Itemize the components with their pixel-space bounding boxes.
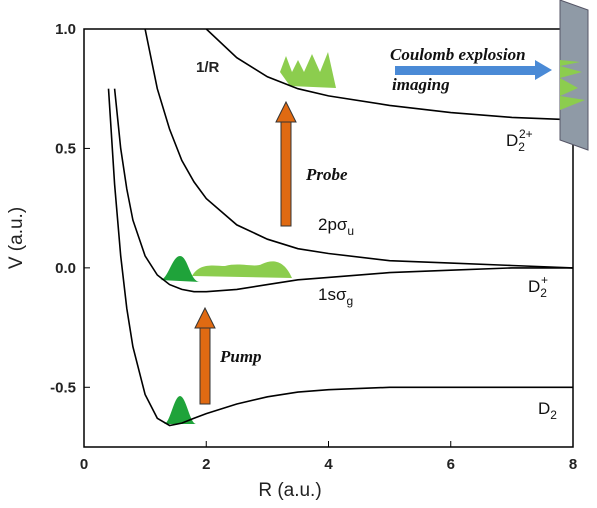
curve-label: D22+ <box>506 127 533 154</box>
curve-label-text: D <box>506 131 518 150</box>
curve <box>113 88 573 293</box>
pump-arrow <box>199 327 211 405</box>
curve-label-sup: 2+ <box>519 127 533 141</box>
curve-label: D2 <box>538 399 557 422</box>
probe-label: Probe <box>305 165 348 184</box>
curve <box>107 88 573 427</box>
pump-label: Pump <box>219 347 262 366</box>
curve-label-sub: g <box>346 294 353 308</box>
x-axis-label: R (a.u.) <box>258 480 321 501</box>
probe-arrow-head <box>275 100 297 123</box>
probe-arrow <box>280 121 292 227</box>
y-tick-label: 0.0 <box>55 260 76 277</box>
y-tick-label: 0.5 <box>55 140 76 157</box>
imaging-label: Coulomb explosion <box>390 45 526 64</box>
imaging-arrow-head <box>535 60 552 80</box>
curve <box>144 29 573 269</box>
x-tick-label: 2 <box>202 456 210 473</box>
curve-label-sub: 2 <box>518 140 525 154</box>
imaging-label: imaging <box>392 75 450 94</box>
curve-label-text: 1/R <box>196 59 220 76</box>
curve-label: 2pσu <box>318 215 354 238</box>
curve-label: 1/R <box>196 59 220 76</box>
y-tick-label: 1.0 <box>55 21 76 38</box>
curve-label: 1sσg <box>318 285 353 308</box>
y-axis-label: V (a.u.) <box>6 207 27 269</box>
x-tick-label: 0 <box>80 456 88 473</box>
x-tick-label: 6 <box>447 456 455 473</box>
curve-label-sub: 2 <box>550 408 557 422</box>
wave-packet <box>160 256 200 282</box>
x-tick-label: 8 <box>569 456 577 473</box>
curve-label-text: 2pσ <box>318 215 348 234</box>
y-tick-label: -0.5 <box>50 379 76 396</box>
curve-label: D2+ <box>528 273 548 300</box>
wave-packet <box>280 52 336 88</box>
x-tick-label: 4 <box>324 456 333 473</box>
curve-label-sup: + <box>541 273 548 287</box>
curve-label-text: D <box>528 277 540 296</box>
curve <box>205 29 573 121</box>
wave-packet <box>192 261 292 278</box>
plot-area <box>107 29 573 427</box>
curve-label-text: D <box>538 399 550 418</box>
detector-signal <box>560 60 585 110</box>
imaging-arrow <box>395 66 535 75</box>
wave-packet <box>164 396 196 424</box>
plot-frame <box>83 28 574 448</box>
curve-label-text: 1sσ <box>318 285 347 304</box>
curve-label-sub: 2 <box>540 286 547 300</box>
curve-label-sub: u <box>347 224 354 238</box>
pump-arrow-head <box>194 306 216 329</box>
